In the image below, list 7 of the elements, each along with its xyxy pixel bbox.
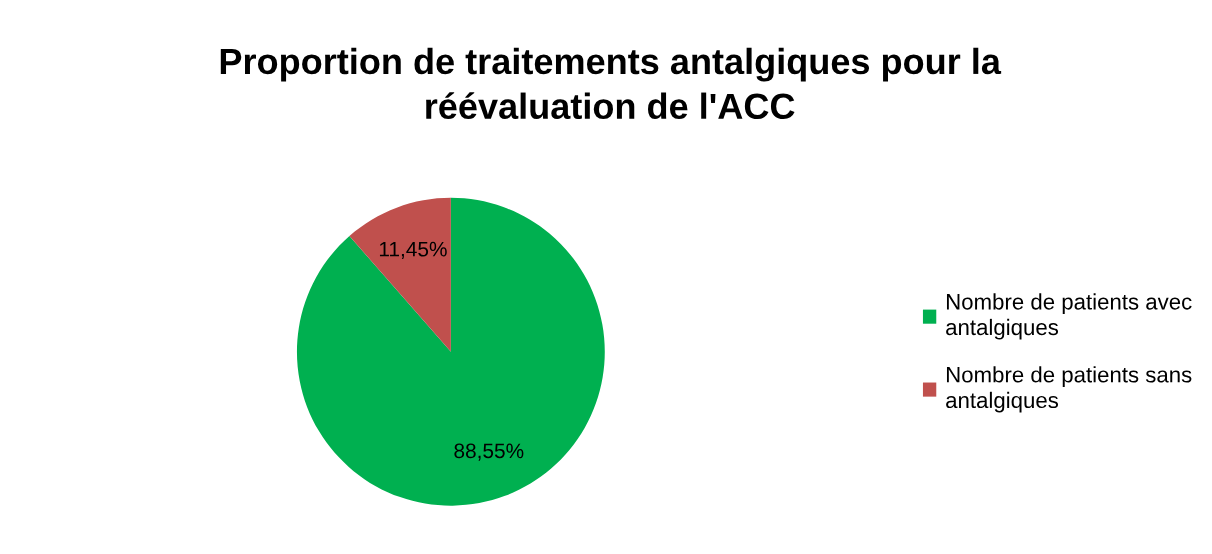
legend-label: Nombre de patients sans antalgiques [946,366,1192,413]
pie-slice [349,197,451,352]
legend-label: Nombre de patients avec antalgiques [946,293,1192,340]
data-label: 11,45% [379,241,447,259]
pie-slice [296,197,605,506]
chart-title: Proportion de traitements antalgiques pour la réévaluation de l'ACC [220,47,1002,120]
data-label: 88,55% [454,443,524,461]
